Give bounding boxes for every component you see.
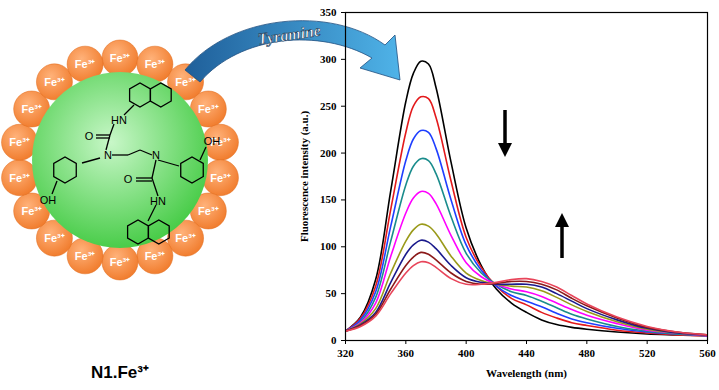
svg-text:250: 250	[320, 100, 337, 112]
svg-text:400: 400	[458, 347, 475, 359]
svg-text:Fe³⁺: Fe³⁺	[44, 232, 65, 244]
svg-text:Wavelength (nm): Wavelength (nm)	[486, 367, 567, 380]
svg-text:HN: HN	[150, 195, 166, 207]
svg-text:480: 480	[579, 347, 596, 359]
svg-text:520: 520	[639, 347, 656, 359]
svg-text:Fe³⁺: Fe³⁺	[198, 103, 219, 115]
svg-text:Fe³⁺: Fe³⁺	[198, 205, 219, 217]
svg-text:Fe³⁺: Fe³⁺	[210, 136, 231, 148]
svg-text:Fe³⁺: Fe³⁺	[75, 250, 96, 262]
svg-text:Fe³⁺: Fe³⁺	[110, 52, 131, 64]
svg-text:N: N	[152, 149, 160, 161]
svg-text:320: 320	[337, 347, 354, 359]
svg-text:Fe³⁺: Fe³⁺	[9, 172, 30, 184]
svg-text:Fe³⁺: Fe³⁺	[145, 58, 166, 70]
svg-text:560: 560	[699, 347, 716, 359]
svg-text:OH: OH	[204, 135, 221, 147]
svg-text:Fe³⁺: Fe³⁺	[44, 76, 65, 88]
svg-text:O: O	[124, 173, 133, 185]
svg-text:Fe³⁺: Fe³⁺	[145, 250, 166, 262]
svg-text:OH: OH	[40, 194, 57, 206]
svg-text:Tyramine: Tyramine	[257, 22, 322, 49]
svg-text:N1.Fe³⁺: N1.Fe³⁺	[91, 363, 149, 382]
svg-text:150: 150	[320, 193, 337, 205]
svg-text:Fe³⁺: Fe³⁺	[75, 58, 96, 70]
svg-text:200: 200	[320, 147, 337, 159]
svg-text:Fluorescence intensity (a.u.): Fluorescence intensity (a.u.)	[298, 111, 311, 243]
svg-text:Fe³⁺: Fe³⁺	[210, 172, 231, 184]
svg-text:100: 100	[320, 240, 337, 252]
svg-text:N: N	[104, 149, 112, 161]
svg-text:360: 360	[398, 347, 415, 359]
svg-text:300: 300	[320, 53, 337, 65]
svg-text:Fe³⁺: Fe³⁺	[9, 136, 30, 148]
svg-text:Fe³⁺: Fe³⁺	[175, 232, 196, 244]
svg-text:50: 50	[326, 287, 338, 299]
svg-text:Fe³⁺: Fe³⁺	[110, 256, 131, 268]
svg-text:350: 350	[320, 6, 337, 18]
svg-text:O: O	[85, 130, 94, 142]
svg-text:Fe³⁺: Fe³⁺	[21, 205, 42, 217]
svg-text:440: 440	[518, 347, 535, 359]
svg-text:HN: HN	[111, 114, 127, 126]
svg-text:Fe³⁺: Fe³⁺	[21, 103, 42, 115]
svg-text:Fe³⁺: Fe³⁺	[175, 76, 196, 88]
svg-text:0: 0	[331, 334, 337, 346]
